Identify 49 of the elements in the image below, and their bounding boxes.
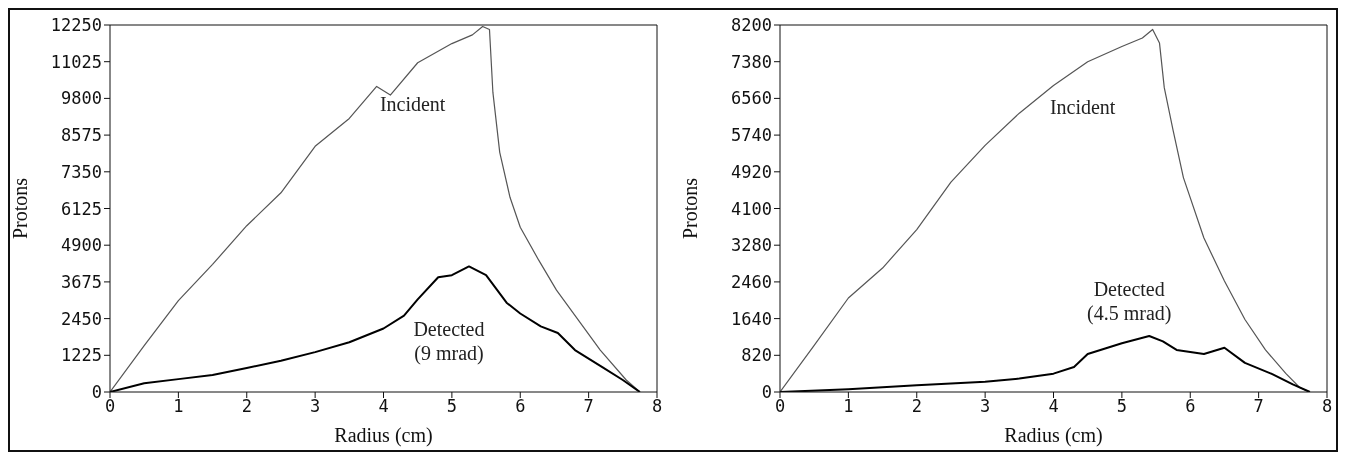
y-tick-label: 820 <box>741 345 772 366</box>
x-tick-label: 2 <box>911 396 922 417</box>
y-tick-label: 11025 <box>50 51 102 72</box>
x-tick-label: 2 <box>241 396 252 417</box>
y-tick-label: 1640 <box>731 308 772 329</box>
x-tick-label: 4 <box>378 396 389 417</box>
y-axis-title: Protons <box>9 177 32 240</box>
x-tick-label: 0 <box>104 396 116 417</box>
x-tick-label: 6 <box>515 396 526 417</box>
x-tick-label: 4 <box>1048 396 1059 417</box>
y-tick-label: 7380 <box>731 51 772 72</box>
x-tick-label: 1 <box>173 396 184 417</box>
y-tick-label: 2460 <box>731 271 772 292</box>
y-tick-label: 0 <box>761 382 772 403</box>
x-tick-label: 5 <box>1116 396 1127 417</box>
y-tick-label: 7350 <box>61 161 102 182</box>
y-tick-label: 8575 <box>61 125 102 146</box>
series-label: Incident <box>1049 96 1116 119</box>
series-label: Detected (9 mrad) <box>413 318 485 366</box>
x-tick-label: 8 <box>1321 396 1333 417</box>
x-tick-label: 8 <box>651 396 663 417</box>
y-tick-label: 5740 <box>731 125 772 146</box>
y-tick-label: 3675 <box>61 271 102 292</box>
y-tick-label: 2450 <box>61 308 102 329</box>
y-tick-label: 6560 <box>731 88 772 109</box>
y-tick-label: 4100 <box>731 198 772 219</box>
x-tick-label: 3 <box>310 396 321 417</box>
x-tick-label: 7 <box>583 396 594 417</box>
series-label: Detected (4.5 mrad) <box>1087 278 1172 326</box>
y-tick-label: 12250 <box>50 15 102 36</box>
y-axis-title: Protons <box>679 177 702 240</box>
x-tick-label: 7 <box>1253 396 1264 417</box>
x-tick-label: 1 <box>843 396 854 417</box>
y-tick-label: 8200 <box>731 15 772 36</box>
y-tick-label: 0 <box>91 382 102 403</box>
series-label: Incident <box>379 93 446 116</box>
x-axis-title: Radius (cm) <box>1004 424 1103 447</box>
y-tick-label: 1225 <box>61 345 102 366</box>
line-series <box>110 265 641 392</box>
y-tick-label: 6125 <box>61 198 102 219</box>
x-axis-title: Radius (cm) <box>334 424 433 447</box>
y-tick-label: 3280 <box>731 235 772 256</box>
x-tick-label: 0 <box>774 396 786 417</box>
x-tick-label: 5 <box>446 396 457 417</box>
x-tick-label: 3 <box>980 396 991 417</box>
x-tick-label: 6 <box>1185 396 1196 417</box>
y-tick-label: 9800 <box>61 88 102 109</box>
y-tick-label: 4920 <box>731 161 772 182</box>
y-tick-label: 4900 <box>61 235 102 256</box>
